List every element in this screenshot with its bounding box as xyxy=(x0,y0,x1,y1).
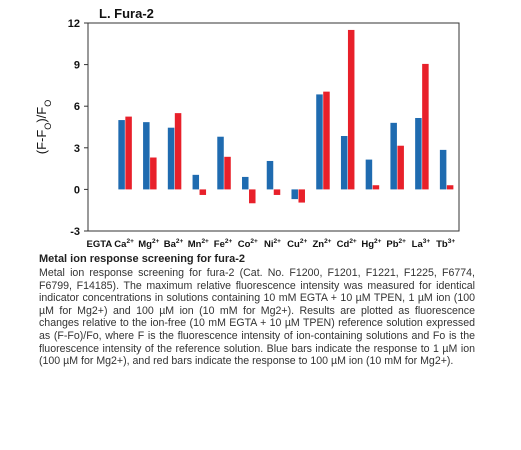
bar-series-1 xyxy=(439,149,447,190)
bar-series-1 xyxy=(365,159,373,190)
bar-series-2 xyxy=(199,189,207,195)
bar-series-2 xyxy=(150,157,157,190)
x-tick-label: Tb3+ xyxy=(436,238,455,250)
x-tick-labels-group: EGTA Ca2+ Mg2+ Ba2+ Mn2+ Fe2+ Co2+ Ni2+ Cu2+ Zn2+… xyxy=(87,238,456,250)
bar-series-1 xyxy=(242,176,249,190)
x-tick-label: Zn2+ xyxy=(312,238,331,250)
bar-series-2 xyxy=(422,63,429,190)
bar-series-2 xyxy=(347,29,355,190)
bar-series-1 xyxy=(192,174,200,190)
y-axis-label: (F-FO)/FO xyxy=(34,100,53,154)
plot-area xyxy=(87,22,460,232)
bar-series-1 xyxy=(167,127,175,190)
bar-series-2 xyxy=(224,156,231,190)
x-tick-label: Ca2+ xyxy=(114,238,134,250)
bar-series-1 xyxy=(118,120,125,190)
x-tick-label: Hg2+ xyxy=(361,238,381,250)
x-tick-label: La3+ xyxy=(412,238,431,250)
y-tick-group: -3 0 3 6 9 12 xyxy=(68,18,88,238)
bar-series-1 xyxy=(143,122,150,190)
x-tick-label: Mn2+ xyxy=(188,238,209,250)
bar-series-2 xyxy=(323,91,330,190)
x-tick-label: EGTA xyxy=(87,239,113,250)
x-tick-label: Mg2+ xyxy=(138,238,159,250)
bar-series-2 xyxy=(249,189,256,204)
bar-series-1 xyxy=(390,122,397,190)
chart-title: L. Fura-2 xyxy=(99,6,154,21)
x-tick-label: Cu2+ xyxy=(287,238,307,250)
x-tick-label: Pb2+ xyxy=(386,238,406,250)
bar-series-1 xyxy=(291,189,298,200)
bar-series-1 xyxy=(316,94,323,190)
bar-series-2 xyxy=(372,185,380,190)
caption-title: Metal ion response screening for fura-2 xyxy=(39,253,245,265)
caption-body: Metal ion response screening for fura-2 … xyxy=(39,267,475,368)
x-tick-label: Ba2+ xyxy=(164,238,184,250)
bar-series-2 xyxy=(273,189,281,195)
y-tick-label: 9 xyxy=(74,60,80,72)
bar-series-1 xyxy=(340,136,348,190)
bar-series-2 xyxy=(174,113,182,190)
x-tick-label: Cd2+ xyxy=(337,238,357,250)
y-tick-label: 12 xyxy=(68,18,80,30)
bar-series-1 xyxy=(266,160,274,190)
bar-series-2 xyxy=(125,116,132,190)
bar-chart: -3 0 3 6 9 12 EGTA Ca2+ Mg2+ Ba2+ Mn2+ Fe2+ Co2+ Ni2… xyxy=(34,6,460,250)
bar-series-1 xyxy=(415,117,422,190)
y-tick-label: 0 xyxy=(74,184,80,196)
x-tick-label: Fe2+ xyxy=(214,238,233,250)
bar-series-2 xyxy=(298,189,305,203)
bar-series-1 xyxy=(217,136,224,190)
x-tick-label: Co2+ xyxy=(238,238,258,250)
y-tick-label: 3 xyxy=(74,143,80,155)
bar-series-2 xyxy=(446,185,454,190)
bars-group xyxy=(118,29,454,204)
bar-series-2 xyxy=(397,145,404,190)
y-tick-label: -3 xyxy=(70,226,80,238)
x-tick-label: Ni2+ xyxy=(264,238,281,250)
y-tick-label: 6 xyxy=(74,101,80,113)
